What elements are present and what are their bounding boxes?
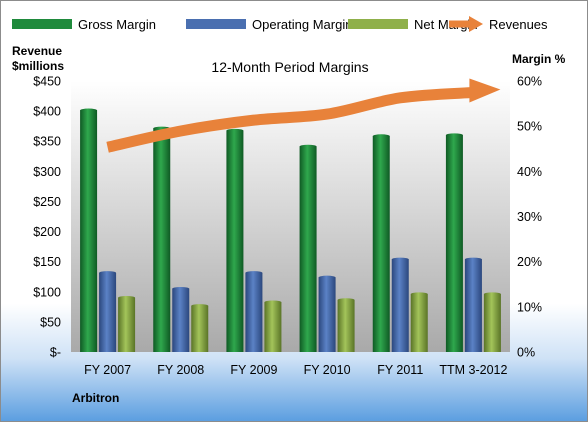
right-tick-label: 50% [517, 120, 542, 134]
left-tick-label: $150 [33, 255, 61, 269]
company-label: Arbitron [72, 391, 119, 405]
bar-cap [445, 133, 463, 137]
bar-cap [80, 108, 98, 113]
bar-cap [245, 271, 263, 275]
right-tick-label: 10% [517, 300, 542, 314]
bar-cap [226, 128, 244, 133]
bar-net-margin [191, 305, 209, 352]
bar-cap [464, 257, 482, 262]
plot-area [71, 81, 510, 352]
bar-operating-margin [318, 277, 336, 352]
bar-operating-margin [172, 288, 190, 352]
bar-cap [191, 304, 209, 308]
category-label: FY 2009 [230, 363, 277, 377]
left-tick-label: $450 [33, 75, 61, 89]
left-axis-title-line2: $millions [12, 59, 64, 73]
legend-swatch [186, 19, 246, 29]
bar-cap [299, 144, 317, 149]
bar-net-margin [264, 302, 282, 352]
bar-cap [99, 271, 117, 275]
left-tick-label: $300 [33, 165, 61, 179]
bar-net-margin [410, 294, 428, 352]
category-label: FY 2008 [157, 363, 204, 377]
right-tick-label: 20% [517, 255, 542, 269]
category-label: TTM 3-2012 [439, 363, 507, 377]
right-tick-label: 60% [517, 75, 542, 89]
category-label: FY 2011 [377, 363, 423, 377]
bar-cap [410, 292, 428, 296]
left-tick-label: $350 [33, 135, 61, 149]
bar-cap [372, 134, 390, 138]
bar-net-margin [483, 294, 501, 352]
bar-net-margin [118, 297, 136, 352]
bar-cap [483, 292, 501, 296]
revenue-line [106, 86, 474, 153]
left-tick-label: $100 [33, 285, 61, 299]
bar-gross-margin [372, 136, 390, 352]
category-label: FY 2007 [84, 363, 131, 377]
category-label: FY 2010 [304, 363, 351, 377]
left-tick-label: $250 [33, 195, 61, 209]
legend-label: Operating Margin [252, 17, 352, 32]
bar-cap [172, 286, 190, 291]
legend-label: Revenues [489, 17, 548, 32]
bar-cap [337, 298, 355, 302]
bar-operating-margin [99, 272, 117, 352]
left-tick-label: $50 [40, 315, 61, 329]
bar-cap [391, 257, 409, 262]
legend: Gross Margin Operating Margin Net Margin Re… [12, 16, 548, 32]
bar-gross-margin [299, 146, 317, 352]
bar-operating-margin [464, 259, 482, 352]
bar-gross-margin [80, 110, 98, 352]
right-tick-label: 30% [517, 210, 542, 224]
legend-label: Gross Margin [78, 17, 156, 32]
bar-cap [118, 296, 136, 300]
left-tick-label: $200 [33, 225, 61, 239]
legend-swatch [348, 19, 408, 29]
legend-swatch [12, 19, 72, 29]
chart-title: 12-Month Period Margins [211, 59, 368, 75]
right-tick-label: 40% [517, 165, 542, 179]
bar-operating-margin [391, 259, 409, 352]
legend-arrowhead [469, 16, 483, 32]
right-tick-label: 0% [517, 346, 535, 360]
right-axis-title: Margin % [512, 52, 566, 66]
revenue-arrowhead [469, 78, 501, 103]
left-tick-label: $- [50, 346, 61, 360]
bar-net-margin [337, 300, 355, 352]
left-tick-label: $400 [33, 105, 61, 119]
bar-gross-margin [153, 128, 171, 352]
bar-gross-margin [445, 135, 463, 352]
bar-cap [318, 275, 336, 280]
left-axis-title-line1: Revenue [12, 44, 62, 58]
bar-cap [264, 300, 282, 305]
bar-operating-margin [245, 272, 263, 352]
bar-gross-margin [226, 130, 244, 352]
